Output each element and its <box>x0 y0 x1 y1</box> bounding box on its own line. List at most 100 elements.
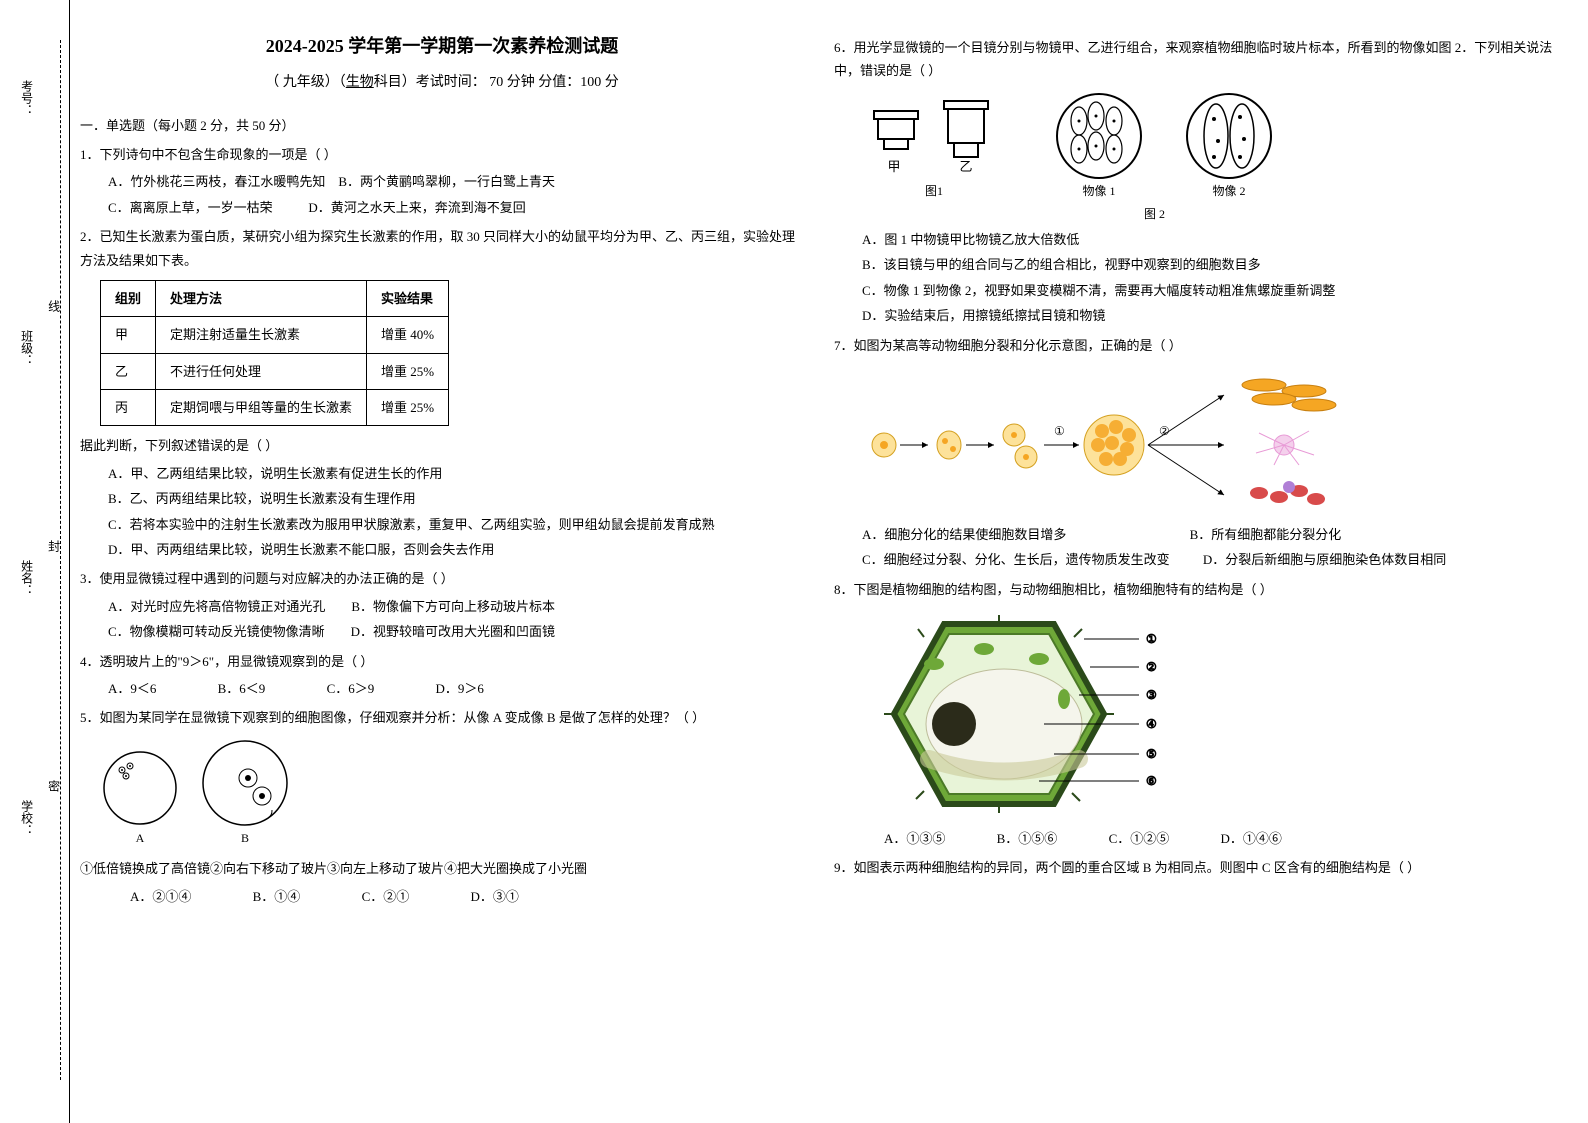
q2-r0c1: 定期注射适量生长激素 <box>156 317 367 353</box>
q4-opt-b: B．6＜9 <box>218 677 266 700</box>
q2-r0c2: 增重 40% <box>367 317 449 353</box>
grade-text: （ 九年级）（ <box>265 75 346 90</box>
q6-cap2b: 物像 2 <box>1184 181 1274 203</box>
q3-opt-a: A．对光时应先将高倍物镜正对通光孔 <box>108 599 325 614</box>
q6-opt-c: C．物像 1 到物像 2，视野如果变模糊不清，需要再大幅度转动粗准焦螺旋重新调整 <box>834 279 1558 302</box>
q7-stem: 7．如图为某高等动物细胞分裂和分化示意图，正确的是（ ） <box>834 334 1558 357</box>
q6-opt-a: A．图 1 中物镜甲比物镜乙放大倍数低 <box>834 228 1558 251</box>
q7-opt-d: D．分裂后新细胞与原细胞染色体数目相同 <box>1203 552 1446 567</box>
q7-figure: ① ② <box>854 365 1558 515</box>
q6-fig2b-wrap: 物像 2 <box>1184 91 1274 203</box>
q3-opt-c: C．物像模糊可转动反光镜使物像清晰 <box>108 624 325 639</box>
q7-opt-a: A．细胞分化的结果使细胞数目增多 <box>862 527 1066 542</box>
svg-text:②: ② <box>1146 660 1157 674</box>
q2-opt-b: B．乙、丙两组结果比较，说明生长激素没有生理作用 <box>80 487 804 510</box>
q2-opt-c: C．若将本实验中的注射生长激素改为服用甲状腺激素，重复甲、乙两组实验，则甲组幼鼠… <box>80 513 804 536</box>
q8-opts: A．①③⑤ B．①⑤⑥ C．①②⑤ D．①④⑥ <box>834 827 1558 850</box>
subject-text: 生物 <box>346 75 374 90</box>
q2-stem: 2．已知生长激素为蛋白质，某研究小组为探究生长激素的作用，取 30 只同样大小的… <box>80 225 804 272</box>
q4-opt-a: A．9＜6 <box>108 677 156 700</box>
q4-opt-c: C．6＞9 <box>327 677 375 700</box>
q3-row2: C．物像模糊可转动反光镜使物像清晰 D．视野较暗可改用大光圈和凹面镜 <box>80 620 804 643</box>
q8-figure: ① ② ③ ④ ⑤ ⑥ <box>854 609 1558 819</box>
svg-text:①: ① <box>1146 632 1157 646</box>
q5-opt-b: B．①④ <box>253 885 301 908</box>
q2-th-1: 处理方法 <box>156 280 367 316</box>
binding-label-exam-no: 考号： <box>15 80 37 116</box>
q2-r1c0: 乙 <box>101 353 156 389</box>
q5-label-b: B <box>200 828 290 850</box>
q5-fig-a-wrap: A <box>100 748 180 850</box>
q2-r2c2: 增重 25% <box>367 390 449 426</box>
q7-opt-b: B．所有细胞都能分裂分化 <box>1190 527 1342 542</box>
q5-fig-a <box>100 748 180 828</box>
q2-r1c2: 增重 25% <box>367 353 449 389</box>
exam-subtitle: （ 九年级）（生物科目）考试时间： 70 分钟 分值：100 分 <box>80 70 804 95</box>
q1-stem: 1．下列诗句中不包含生命现象的一项是（ ） <box>80 143 804 166</box>
q8-stem: 8．下图是植物细胞的结构图，与动物细胞相比，植物细胞特有的结构是（ ） <box>834 578 1558 601</box>
q1-row1: A．竹外桃花三两枝，春江水暖鸭先知 B．两个黄鹂鸣翠柳，一行白鹭上青天 <box>80 170 804 193</box>
q2-opt-d: D．甲、丙两组结果比较，说明生长激素不能口服，否则会失去作用 <box>80 538 804 561</box>
q8-opt-c: C．①②⑤ <box>1109 827 1170 850</box>
q2-r1c1: 不进行任何处理 <box>156 353 367 389</box>
q6-fig2a-wrap: 物像 1 <box>1054 91 1144 203</box>
q6-fig1-cap: 图1 <box>854 181 1014 203</box>
right-column: 6．用光学显微镜的一个目镜分别与物镜甲、乙进行组合，来观察植物细胞临时玻片标本，… <box>834 30 1558 1093</box>
q5-opt-d: D．③① <box>470 885 518 908</box>
q2-mid: 据此判断，下列叙述错误的是（ ） <box>80 434 804 457</box>
q3-stem: 3．使用显微镜过程中遇到的问题与对应解决的办法正确的是（ ） <box>80 567 804 590</box>
q7-opt-c: C．细胞经过分裂、分化、生长后，遗传物质发生改变 <box>862 552 1170 567</box>
q3-row1: A．对光时应先将高倍物镜正对通光孔 B．物像偏下方可向上移动玻片标本 <box>80 595 804 618</box>
q6-fig1: 甲 乙 <box>854 91 1014 181</box>
q5-figure: A B <box>100 738 804 850</box>
q1-opt-c: C．离离原上草，一岁一枯荣 <box>108 200 273 215</box>
q8-opt-d: D．①④⑥ <box>1220 827 1281 850</box>
q2-table: 组别 处理方法 实验结果 甲 定期注射适量生长激素 增重 40% 乙 不进行任何… <box>100 280 449 427</box>
svg-text:①: ① <box>1054 424 1065 438</box>
q6-fig2a <box>1054 91 1144 181</box>
q5-label-a: A <box>100 828 180 850</box>
svg-text:⑥: ⑥ <box>1146 774 1157 788</box>
q2-r2c0: 丙 <box>101 390 156 426</box>
q6-opt-d: D．实验结束后，用擦镜纸擦拭目镜和物镜 <box>834 304 1558 327</box>
q4-opts: A．9＜6 B．6＜9 C．6＞9 D．9＞6 <box>80 677 804 700</box>
binding-margin: 考号： 班级： 姓名： 学校： 线 封 密 <box>0 0 70 1123</box>
q5-fig-b-wrap: B <box>200 738 290 850</box>
q7-row2: C．细胞经过分裂、分化、生长后，遗传物质发生改变 D．分裂后新细胞与原细胞染色体… <box>834 548 1558 571</box>
q8-opt-a: A．①③⑤ <box>884 827 945 850</box>
q8-opt-b: B．①⑤⑥ <box>997 827 1058 850</box>
q6-fig2b <box>1184 91 1274 181</box>
q3-opt-d: D．视野较暗可改用大光圈和凹面镜 <box>351 624 555 639</box>
q6-opt-b: B．该目镜与甲的组合同与乙的组合相比，视野中观察到的细胞数目多 <box>834 253 1558 276</box>
svg-text:③: ③ <box>1146 688 1157 702</box>
q4-opt-d: D．9＞6 <box>435 677 483 700</box>
binding-label-name: 姓名： <box>15 560 37 596</box>
q5-opts: A．②①④ B．①④ C．②① D．③① <box>80 885 804 908</box>
binding-label-school: 学校： <box>15 800 37 836</box>
page-body: 2024-2025 学年第一学期第一次素养检测试题 （ 九年级）（生物科目）考试… <box>80 30 1558 1093</box>
q1-opt-b: B．两个黄鹂鸣翠柳，一行白鹭上青天 <box>338 174 555 189</box>
left-column: 2024-2025 学年第一学期第一次素养检测试题 （ 九年级）（生物科目）考试… <box>80 30 804 1093</box>
binding-label-seal: 封 <box>42 540 64 552</box>
svg-text:④: ④ <box>1146 717 1157 731</box>
binding-label-secret: 密 <box>42 780 64 792</box>
q6-stem: 6．用光学显微镜的一个目镜分别与物镜甲、乙进行组合，来观察植物细胞临时玻片标本，… <box>834 36 1558 83</box>
q6-cap2a: 物像 1 <box>1054 181 1144 203</box>
q5-opt-c: C．②① <box>362 885 410 908</box>
q3-opt-b: B．物像偏下方可向上移动玻片标本 <box>351 599 555 614</box>
q5-line: ①低倍镜换成了高倍镜②向右下移动了玻片③向左上移动了玻片④把大光圈换成了小光圈 <box>80 857 804 880</box>
q1-opt-a: A．竹外桃花三两枝，春江水暖鸭先知 <box>108 174 325 189</box>
q6-figures: 甲 乙 图1 物像 1 <box>854 91 1558 203</box>
q5-stem: 5．如图为某同学在显微镜下观察到的细胞图像，仔细观察并分析：从像 A 变成像 B… <box>80 706 804 729</box>
q6-fig2-cap: 图 2 <box>834 204 1558 226</box>
q2-th-0: 组别 <box>101 280 156 316</box>
q7-row1: A．细胞分化的结果使细胞数目增多 B．所有细胞都能分裂分化 <box>834 523 1558 546</box>
subject-suffix: 科目）考试时间： 70 分钟 分值：100 分 <box>374 75 619 90</box>
q6-fig1-wrap: 甲 乙 图1 <box>854 91 1014 203</box>
svg-text:②: ② <box>1159 424 1170 438</box>
svg-text:⑤: ⑤ <box>1146 747 1157 761</box>
q9-stem: 9．如图表示两种细胞结构的异同，两个圆的重合区域 B 为相同点。则图中 C 区含… <box>834 856 1558 879</box>
q1-row2: C．离离原上草，一岁一枯荣 D．黄河之水天上来，奔流到海不复回 <box>80 196 804 219</box>
q2-opt-a: A．甲、乙两组结果比较，说明生长激素有促进生长的作用 <box>80 462 804 485</box>
exam-title: 2024-2025 学年第一学期第一次素养检测试题 <box>80 30 804 62</box>
